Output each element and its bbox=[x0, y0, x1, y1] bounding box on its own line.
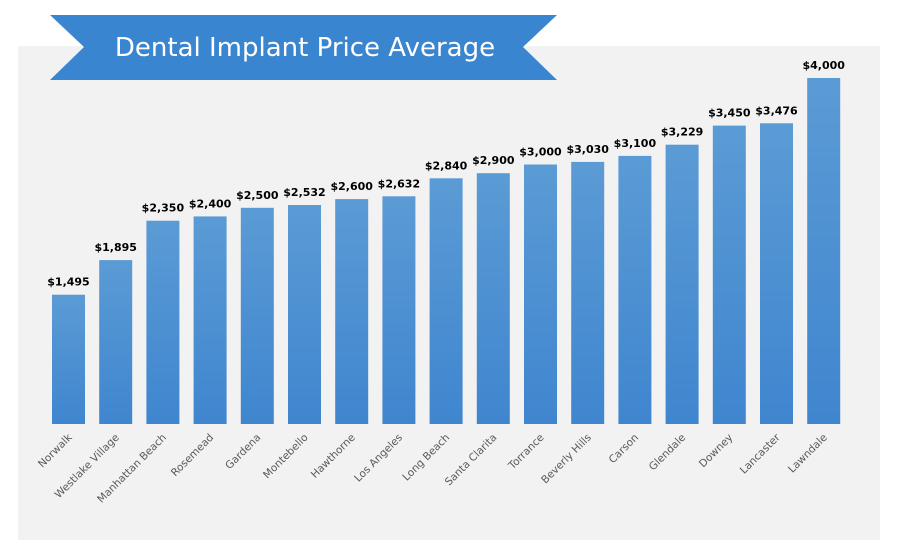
value-label: $3,030 bbox=[566, 143, 609, 156]
value-label: $2,350 bbox=[142, 202, 185, 215]
category-label: Los Angeles bbox=[352, 432, 405, 485]
category-label: Lancaster bbox=[738, 431, 783, 476]
bar-norwalk bbox=[52, 294, 85, 424]
bar-gardena bbox=[240, 207, 274, 424]
value-label: $3,000 bbox=[519, 146, 562, 159]
chart-title: Dental Implant Price Average bbox=[115, 33, 495, 63]
value-label: $3,100 bbox=[614, 137, 657, 150]
bar-montebello bbox=[288, 205, 321, 424]
category-label: Long Beach bbox=[400, 432, 452, 484]
bar-downey bbox=[712, 125, 746, 424]
bar-hawthorne bbox=[335, 199, 369, 424]
bar-santa-clarita bbox=[476, 173, 510, 424]
bar-rosemead bbox=[193, 216, 227, 424]
value-labels-layer: $1,495 $1,895 $2,350 $2,400 $2,500 $2,532 $2,6… bbox=[47, 59, 845, 289]
value-label: $2,532 bbox=[283, 186, 325, 199]
category-label: Torrance bbox=[506, 432, 547, 473]
category-label: Beverly Hills bbox=[539, 432, 594, 487]
bar-los-angeles bbox=[382, 196, 416, 424]
value-label: $1,495 bbox=[47, 276, 89, 289]
value-label: $2,900 bbox=[472, 154, 515, 167]
value-label: $2,840 bbox=[425, 159, 468, 172]
category-label: Downey bbox=[697, 432, 735, 470]
value-label: $2,400 bbox=[189, 197, 232, 210]
category-label: Lawndale bbox=[786, 432, 830, 476]
value-label: $2,632 bbox=[378, 177, 420, 190]
bar-long-beach bbox=[429, 178, 463, 424]
value-label: $2,500 bbox=[236, 189, 279, 202]
value-label: $3,450 bbox=[708, 107, 751, 120]
value-label: $3,476 bbox=[755, 104, 798, 117]
bar-westlake-village bbox=[99, 260, 133, 424]
category-label: Gardena bbox=[223, 432, 263, 472]
bar-manhattan-beach bbox=[146, 220, 180, 424]
title-banner: Dental Implant Price Average bbox=[50, 15, 557, 80]
bar-lancaster bbox=[760, 123, 793, 425]
category-label: Glendale bbox=[647, 432, 688, 473]
category-label: Montebello bbox=[261, 432, 311, 482]
category-label: Hawthorne bbox=[309, 432, 358, 481]
bar-carson bbox=[618, 155, 652, 424]
category-label: Rosemead bbox=[169, 432, 216, 479]
bar-beverly-hills bbox=[571, 161, 605, 424]
value-label: $4,000 bbox=[802, 59, 845, 72]
bar-glendale bbox=[665, 144, 699, 424]
value-label: $3,229 bbox=[661, 126, 703, 139]
bar-lawndale bbox=[807, 78, 841, 424]
category-label: Norwalk bbox=[36, 431, 75, 470]
value-label: $2,600 bbox=[330, 180, 373, 193]
value-label: $1,895 bbox=[94, 241, 136, 254]
bars-layer bbox=[52, 78, 841, 425]
category-label: Carson bbox=[607, 432, 641, 466]
title-ribbon-shape bbox=[50, 15, 557, 80]
bar-torrance bbox=[524, 164, 557, 424]
